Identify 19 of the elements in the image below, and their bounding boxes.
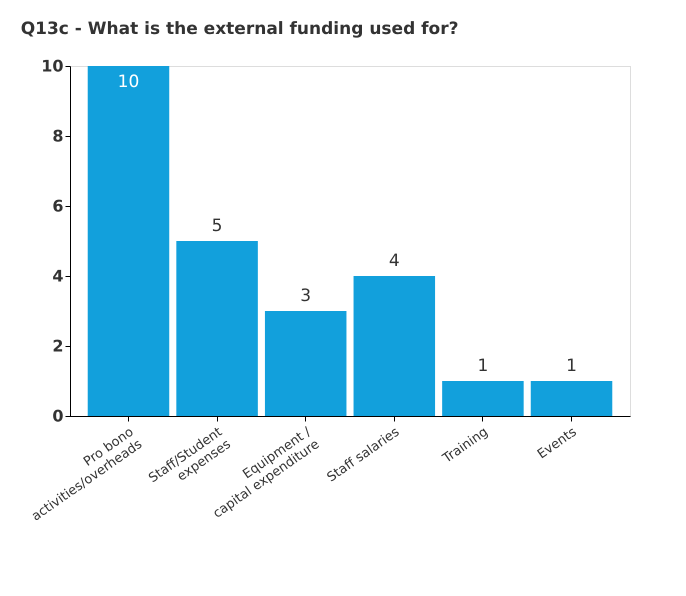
data-label: 1 — [566, 356, 577, 376]
y-tick-label: 10 — [41, 56, 64, 76]
y-tick-label: 4 — [52, 266, 64, 286]
bar — [354, 276, 436, 416]
bar — [176, 241, 258, 416]
y-tick-label: 8 — [52, 126, 64, 146]
bar — [88, 66, 170, 416]
data-label: 1 — [477, 356, 488, 376]
y-tick-label: 0 — [52, 406, 64, 426]
data-label: 10 — [118, 72, 140, 92]
bar — [530, 381, 612, 416]
data-label: 4 — [388, 251, 400, 271]
y-tick-label: 2 — [52, 336, 64, 356]
chart-title: Q13c - What is the external funding used for? — [20, 19, 458, 39]
bar — [442, 381, 524, 416]
y-tick-label: 6 — [52, 196, 64, 216]
data-label: 5 — [212, 216, 223, 236]
bar — [264, 311, 346, 416]
data-label: 3 — [300, 286, 312, 306]
